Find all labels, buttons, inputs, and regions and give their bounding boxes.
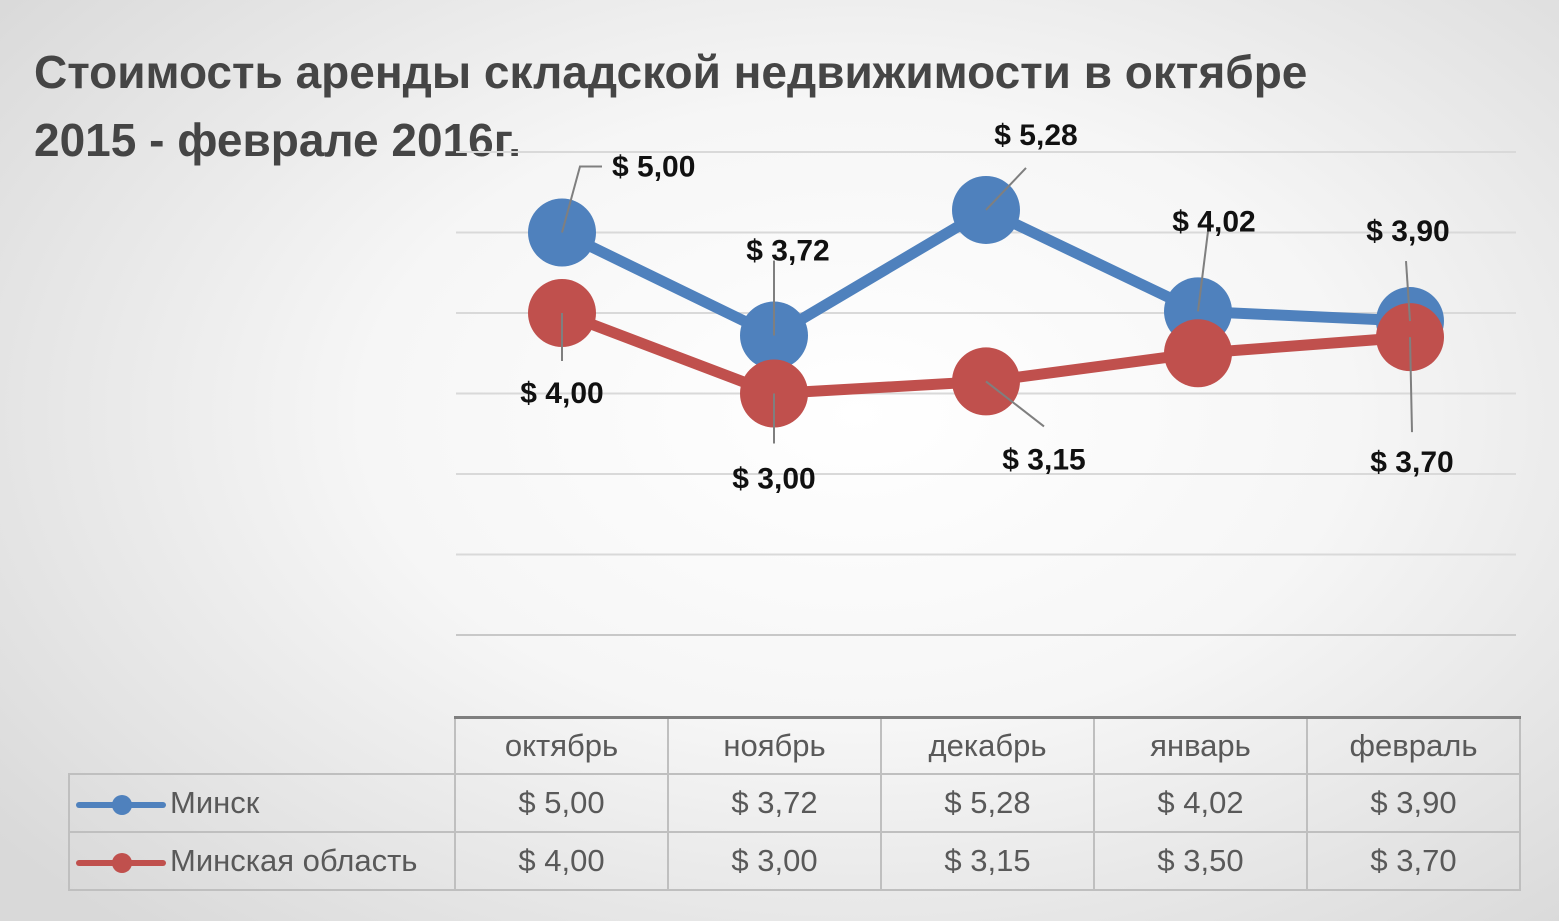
leader-line xyxy=(1405,260,1411,322)
legend-key-icon xyxy=(76,852,166,873)
chart-title: Стоимость аренды складской недвижимости … xyxy=(34,46,1308,166)
table-header-3: январь xyxy=(1093,716,1308,775)
data-label: $ 3,90 xyxy=(1366,215,1449,248)
legend-label: Минская область xyxy=(170,843,418,878)
leader-line xyxy=(985,380,1045,428)
data-labels: $ 5,00 $ 3,72 $ 5,28 $ 4,02 $ 3,90 $ 4,00 $ 3,… xyxy=(520,119,1453,496)
table-corner xyxy=(69,717,455,775)
table-header-4: февраль xyxy=(1306,716,1521,775)
table-header-row: октябрь ноябрь декабрь январь февраль xyxy=(69,716,1521,775)
table-cell: $ 3,15 xyxy=(880,831,1095,891)
legend-key-icon xyxy=(76,794,166,815)
table-header-2: декабрь xyxy=(880,716,1095,775)
table-header-0: октябрь xyxy=(454,716,669,775)
data-label: $ 4,02 xyxy=(1172,205,1255,238)
leader-line xyxy=(1409,337,1413,433)
table-cell: $ 4,02 xyxy=(1093,773,1308,833)
legend-entry: Минская область xyxy=(68,831,456,891)
leader-line xyxy=(1197,231,1209,312)
legend-entry: Минск xyxy=(68,773,456,833)
table-cell: $ 5,28 xyxy=(880,773,1095,833)
table-cell: $ 3,72 xyxy=(667,773,882,833)
table-cell: $ 3,50 xyxy=(1093,831,1308,891)
data-table: октябрь ноябрь декабрь январь февраль Минск $… xyxy=(68,716,1521,891)
legend-label: Минск xyxy=(170,785,260,820)
data-label: $ 3,00 xyxy=(732,463,815,496)
table-header-1: ноябрь xyxy=(667,716,882,775)
table-row: Минск $ 5,00 $ 3,72 $ 5,28 $ 4,02 $ 3,90 xyxy=(68,773,1521,833)
data-label: $ 5,00 xyxy=(612,151,695,184)
series-markers xyxy=(528,175,1444,428)
table-cell: $ 5,00 xyxy=(454,773,669,833)
data-label: $ 4,00 xyxy=(520,377,603,410)
data-label: $ 5,28 xyxy=(994,119,1077,152)
table-row: Минская область $ 4,00 $ 3,00 $ 3,15 $ 3,50 $… xyxy=(68,831,1521,891)
leader-line xyxy=(985,167,1027,211)
table-cell: $ 4,00 xyxy=(454,831,669,891)
table-cell: $ 3,90 xyxy=(1306,773,1521,833)
data-label: $ 3,15 xyxy=(1002,443,1085,476)
table-cell: $ 3,00 xyxy=(667,831,882,891)
data-point-1-3 xyxy=(1164,319,1232,388)
table-cell: $ 3,70 xyxy=(1306,831,1521,891)
data-label: $ 3,72 xyxy=(746,235,829,268)
data-label: $ 3,70 xyxy=(1370,446,1453,479)
leader-line xyxy=(561,165,602,233)
